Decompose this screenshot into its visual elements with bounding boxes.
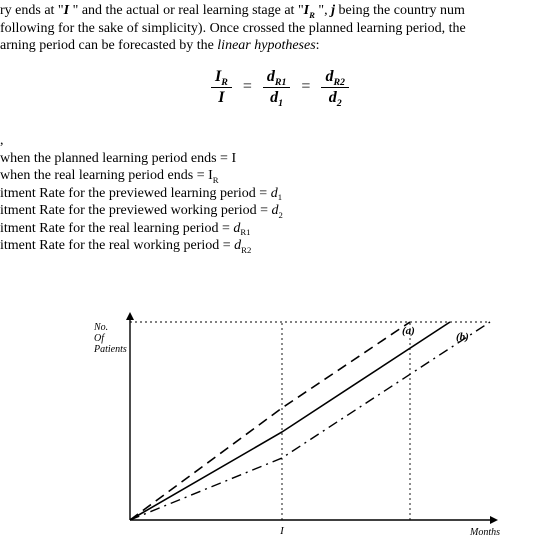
t: ", [318, 3, 331, 18]
def-line: when the planned learning period ends = … [0, 150, 560, 168]
t: R1 [240, 227, 250, 237]
t: R [309, 10, 315, 20]
para-line-2: following for the sake of simplicity). O… [0, 20, 560, 38]
equation: IR I = dR1 d1 = dR2 d2 [0, 68, 560, 106]
t: : [316, 38, 320, 53]
t: 2 [278, 210, 282, 220]
t: arning period can be forecasted by the [0, 38, 217, 53]
svg-text:(b): (b) [456, 331, 469, 343]
where-comma: , [0, 132, 560, 150]
t: d [271, 186, 278, 201]
d: d [329, 89, 337, 106]
t: being the country num [335, 3, 465, 18]
d: I [211, 88, 232, 107]
t: itment Rate for the previewed working pe… [0, 203, 271, 218]
d: 1 [278, 98, 283, 109]
t: R [213, 175, 219, 185]
d: 2 [337, 98, 342, 109]
t: " and the actual or real learning stage … [73, 3, 304, 18]
t: itment Rate for the real learning period… [0, 221, 233, 236]
equals-sign: = [239, 78, 256, 96]
def-line: itment Rate for the real learning period… [0, 220, 560, 238]
para-line-1: ry ends at "I " and the actual or real l… [0, 2, 560, 20]
n: R [221, 77, 228, 88]
def-line: itment Rate for the real working period … [0, 237, 560, 255]
t: R2 [241, 245, 251, 255]
fraction-1: IR I [208, 68, 235, 106]
t: itment Rate for the previewed learning p… [0, 186, 271, 201]
svg-text:Months: Months [469, 527, 500, 538]
svg-text:No.: No. [93, 322, 108, 333]
def-line: itment Rate for the previewed learning p… [0, 185, 560, 203]
t: 1 [278, 192, 282, 202]
n: R2 [333, 77, 345, 88]
t: itment Rate for the real working period … [0, 238, 234, 253]
t: ry ends at " [0, 3, 64, 18]
para-line-3: arning period can be forecasted by the l… [0, 37, 560, 55]
t: when the real learning period ends = I [0, 168, 213, 183]
svg-text:I: I [279, 525, 285, 537]
equals-sign: = [297, 78, 314, 96]
n: d [267, 68, 275, 85]
d: d [270, 89, 278, 106]
svg-text:Patients: Patients [93, 344, 127, 355]
svg-text:(a): (a) [402, 325, 415, 337]
n: R1 [275, 77, 287, 88]
fraction-3: dR2 d2 [318, 68, 352, 106]
def-line: itment Rate for the previewed working pe… [0, 202, 560, 220]
recruitment-chart: (a) (b) No.OfPatients Months I [90, 310, 510, 540]
def-line: when the real learning period ends = IR [0, 167, 560, 185]
t: linear hypotheses [217, 38, 315, 53]
fraction-2: dR1 d1 [260, 68, 294, 106]
svg-text:Of: Of [94, 333, 105, 344]
